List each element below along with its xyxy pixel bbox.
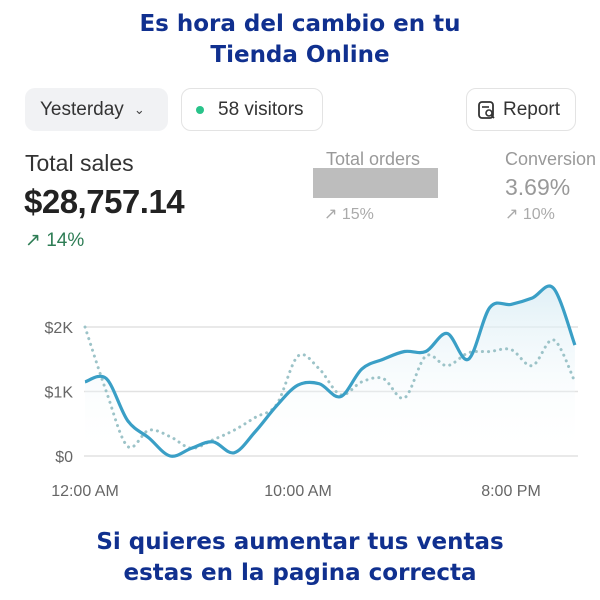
- total-sales-label: Total sales: [25, 150, 134, 176]
- x-tick-label: 10:00 AM: [264, 483, 332, 500]
- visitors-label: 58 visitors: [218, 98, 304, 120]
- total-orders-redacted-value: [313, 168, 438, 198]
- conversion-label[interactable]: Conversion: [505, 149, 597, 169]
- live-visitors-button[interactable]: 58 visitors: [181, 88, 323, 131]
- promo-headline-bottom-line1: Si quieres aumentar tus ventas: [96, 529, 504, 555]
- report-label: Report: [503, 98, 561, 120]
- conversion-change: ↗ 10%: [505, 204, 555, 224]
- total-orders-change: ↗ 15%: [324, 204, 374, 224]
- arrow-up-right-icon: ↗: [25, 230, 41, 251]
- promo-headline-bottom-line2: estas en la pagina correcta: [123, 560, 477, 586]
- arrow-up-right-icon: ↗: [505, 206, 519, 223]
- promo-headline-top-line2: Tienda Online: [210, 42, 390, 68]
- arrow-up-right-icon: ↗: [324, 206, 338, 223]
- status-dot-icon: [196, 105, 204, 114]
- chevron-down-icon: ⌄: [133, 101, 145, 117]
- x-tick-label: 8:00 PM: [481, 483, 541, 500]
- conversion-change-value: 10%: [522, 206, 555, 223]
- total-sales-change-value: 14%: [46, 230, 85, 251]
- current-period-line: [84, 284, 577, 458]
- report-button[interactable]: Report: [466, 88, 576, 131]
- report-icon: [478, 100, 495, 119]
- period-label: Yesterday: [40, 98, 124, 120]
- promo-headline-bottom: Si quieres aumentar tus ventas estas en …: [0, 527, 600, 589]
- period-dropdown[interactable]: Yesterday ⌄: [25, 88, 168, 131]
- total-sales-change: ↗ 14%: [25, 229, 84, 252]
- promo-headline-top: Es hora del cambio en tu Tienda Online: [0, 9, 600, 71]
- total-orders-change-value: 15%: [341, 206, 374, 223]
- previous-period-line: [83, 325, 577, 450]
- y-tick-label: $1K: [45, 385, 74, 402]
- current-area-fill: [85, 286, 575, 457]
- x-tick-label: 12:00 AM: [51, 483, 119, 500]
- total-sales-value: $28,757.14: [24, 183, 185, 220]
- promo-headline-top-line1: Es hora del cambio en tu: [139, 11, 461, 37]
- conversion-value: 3.69%: [505, 174, 571, 200]
- y-tick-label: $2K: [45, 320, 74, 337]
- y-tick-label: $0: [55, 449, 73, 466]
- total-orders-label[interactable]: Total orders: [326, 149, 421, 169]
